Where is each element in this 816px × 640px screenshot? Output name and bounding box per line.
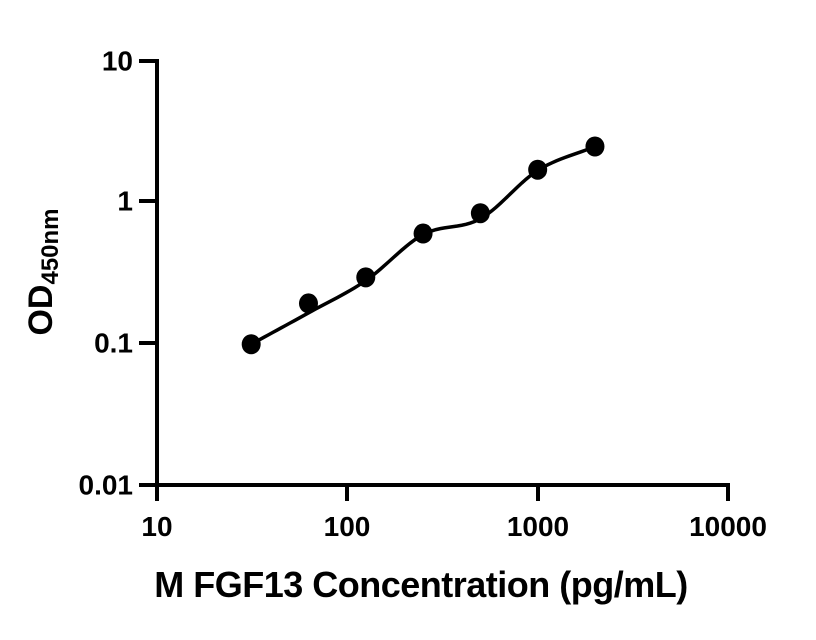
y-tick-label-0_01: 0.01	[79, 470, 134, 501]
x-tick-label-1000: 1000	[507, 511, 569, 542]
y-axis: 10 1 0.1 0.01	[79, 46, 159, 501]
y-axis-title-subscript: 450nm	[37, 208, 64, 284]
y-tick-label-1: 1	[117, 186, 133, 217]
x-axis-title: M FGF13 Concentration (pg/mL)	[154, 564, 687, 605]
x-tick-label-10: 10	[141, 511, 172, 542]
data-point	[470, 203, 490, 224]
x-axis: 10 100 1000 10000	[141, 483, 767, 542]
data-point	[241, 334, 261, 355]
x-tick-label-100: 100	[324, 511, 371, 542]
y-axis-title-main: OD	[22, 285, 60, 336]
data-point	[528, 159, 548, 180]
data-point	[413, 223, 433, 244]
y-tick-label-10: 10	[102, 46, 133, 77]
data-point	[298, 293, 318, 314]
x-tick-label-10000: 10000	[689, 511, 767, 542]
data-layer	[241, 136, 605, 355]
data-point	[356, 267, 376, 288]
data-point	[585, 136, 605, 157]
y-axis-title: OD450nm	[22, 208, 64, 335]
y-tick-label-0_1: 0.1	[94, 328, 133, 359]
